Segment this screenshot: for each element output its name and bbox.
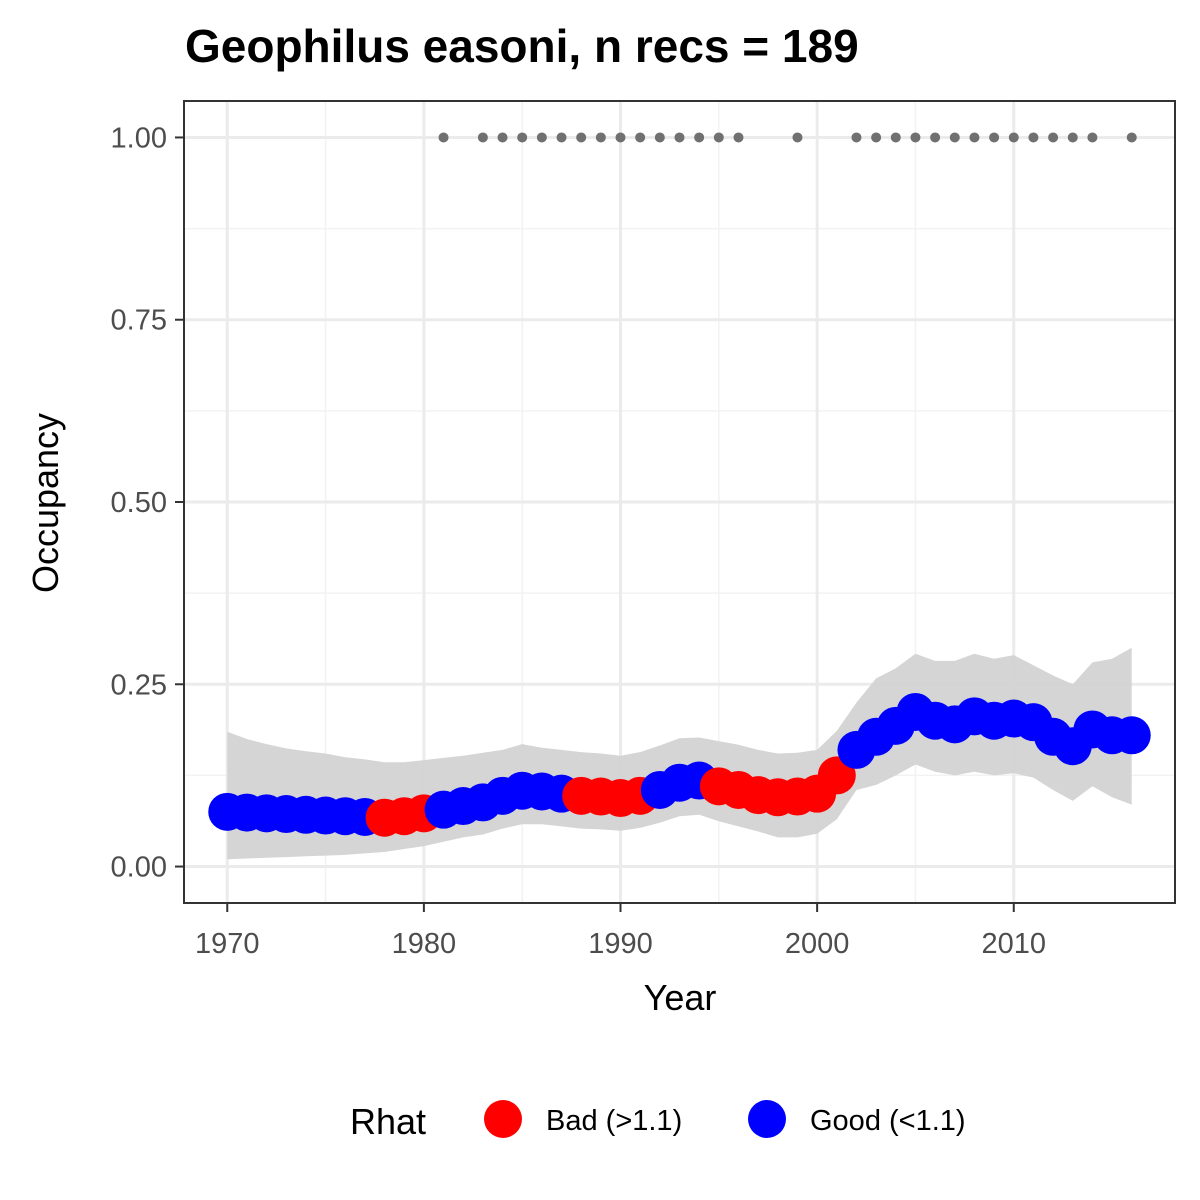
chart-title: Geophilus easoni, n recs = 189 (185, 20, 859, 72)
legend-label-good: Good (<1.1) (810, 1105, 966, 1137)
legend-key-good (748, 1100, 786, 1138)
record-point (576, 132, 587, 143)
occupancy-point-good (1112, 716, 1151, 755)
y-tick-label: 0.50 (111, 487, 167, 519)
legend: Rhat Bad (>1.1) Good (<1.1) (350, 1100, 966, 1142)
record-point (1048, 132, 1059, 143)
record-point (733, 132, 744, 143)
record-point (517, 132, 528, 143)
record-point (910, 132, 921, 143)
y-axis-title: Occupancy (25, 413, 66, 593)
record-point (969, 132, 980, 143)
axes: 0.00 0.25 0.50 0.75 1.00 1970 1980 1990 2000 2010 (111, 122, 1046, 960)
record-point (1087, 132, 1098, 143)
record-point (674, 132, 685, 143)
record-point (477, 132, 488, 143)
x-tick-label: 2010 (982, 928, 1047, 960)
record-point (595, 132, 606, 143)
y-tick-label: 0.00 (111, 852, 167, 884)
record-point (890, 132, 901, 143)
record-point (635, 132, 646, 143)
record-point (536, 132, 547, 143)
record-point (556, 132, 567, 143)
record-point (949, 132, 960, 143)
record-point (871, 132, 882, 143)
records-layer (438, 132, 1137, 143)
record-point (654, 132, 665, 143)
legend-label-bad: Bad (>1.1) (546, 1105, 682, 1137)
record-point (438, 132, 449, 143)
x-tick-label: 1970 (195, 928, 260, 960)
record-point (930, 132, 941, 143)
x-tick-label: 2000 (785, 928, 850, 960)
record-point (1028, 132, 1039, 143)
record-point (694, 132, 705, 143)
record-point (497, 132, 508, 143)
record-point (1126, 132, 1137, 143)
legend-key-bad (484, 1100, 522, 1138)
occupancy-points-layer (208, 692, 1151, 837)
y-tick-label: 0.25 (111, 669, 167, 701)
record-point (851, 132, 862, 143)
x-tick-label: 1980 (392, 928, 457, 960)
legend-title: Rhat (350, 1101, 426, 1142)
x-tick-label: 1990 (588, 928, 653, 960)
y-tick-label: 0.75 (111, 305, 167, 337)
record-point (989, 132, 1000, 143)
x-axis-title: Year (644, 977, 717, 1018)
record-point (615, 132, 626, 143)
y-tick-label: 1.00 (111, 122, 167, 154)
record-point (792, 132, 803, 143)
record-point (1008, 132, 1019, 143)
record-point (713, 132, 724, 143)
record-point (1067, 132, 1078, 143)
